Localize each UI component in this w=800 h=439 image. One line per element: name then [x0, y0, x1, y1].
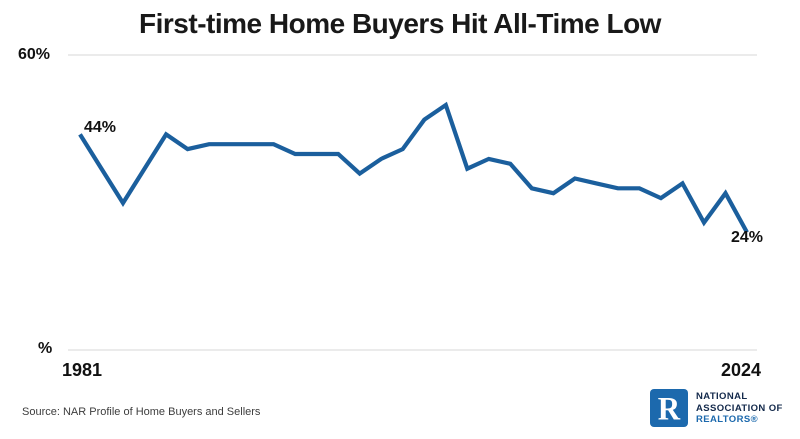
nar-logo-letter: R [657, 389, 681, 427]
y-axis-bottom-label: % [38, 340, 53, 357]
gridline-bottom [68, 349, 757, 351]
nar-logo-line2: ASSOCIATION OF [696, 402, 783, 414]
gridline-top [68, 54, 757, 56]
x-axis-start-label: 1981 [62, 360, 103, 380]
y-axis-top-label: 60% [18, 46, 51, 63]
trend-line [78, 101, 749, 234]
nar-logo-text: NATIONAL ASSOCIATION OF REALTORS® [696, 389, 783, 426]
nar-logo-line3: REALTORS® [696, 414, 758, 425]
source-caption: Source: NAR Profile of Home Buyers and S… [22, 406, 261, 418]
last-point-value-label: 24% [731, 229, 764, 246]
first-point-value-label: 44% [84, 119, 117, 136]
chart-title: First-time Home Buyers Hit All-Time Low [139, 8, 661, 39]
nar-logo-line1: NATIONAL [696, 391, 748, 402]
x-axis-end-label: 2024 [721, 360, 762, 380]
nar-logo: R NATIONAL ASSOCIATION OF REALTORS® [650, 389, 783, 427]
nar-logo-r-icon: R [650, 389, 688, 427]
